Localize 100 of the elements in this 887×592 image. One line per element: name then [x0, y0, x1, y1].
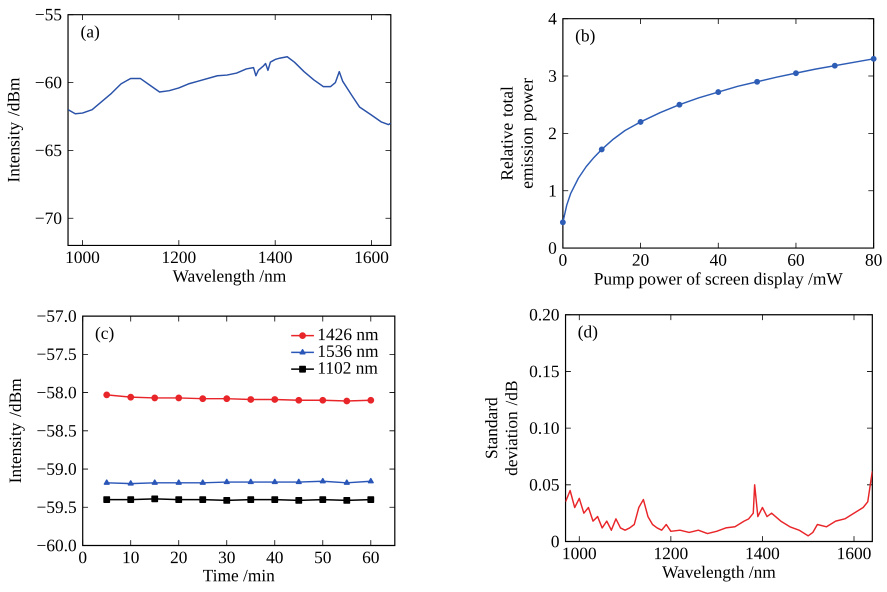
x-tick-label: 20 — [632, 254, 649, 266]
point — [367, 396, 374, 404]
point — [870, 56, 877, 62]
x-tick-label: 60 — [788, 254, 804, 266]
y-tick-label: −58.0 — [37, 386, 76, 398]
point — [248, 478, 254, 484]
y-tick-label: 0.10 — [530, 422, 559, 434]
x-tick-label: 40 — [710, 254, 726, 266]
y-tick-label: 1 — [550, 184, 556, 196]
point — [295, 496, 302, 504]
y-tick-label: −60 — [36, 76, 62, 88]
annotation: (c) — [96, 326, 114, 342]
x-tick-label: 1600 — [356, 251, 388, 264]
y-tick-label: −65 — [36, 144, 62, 156]
point — [343, 397, 350, 404]
point — [152, 479, 158, 485]
x-tick-label: 1600 — [838, 547, 871, 560]
annotation: (a) — [81, 25, 100, 41]
y-tick-label: 0.05 — [530, 478, 559, 491]
x-tick-label: 1200 — [655, 547, 688, 560]
legend-label: 1536 nm — [318, 345, 378, 357]
y-tick-label: 2 — [548, 128, 556, 140]
x-tick-label: 0 — [79, 551, 86, 564]
point — [754, 78, 760, 85]
x-tick-label: 1000 — [66, 251, 100, 264]
point — [368, 478, 374, 484]
x-axis-title: Pump power of screen display /mW — [594, 272, 843, 288]
legend-label: 1102 nm — [318, 362, 378, 374]
x-axis-title: Wavelength /nm — [172, 270, 286, 286]
y-tick-label: −57.5 — [37, 348, 76, 360]
x-tick-label: 1400 — [259, 251, 292, 264]
point — [598, 146, 605, 152]
point — [224, 478, 230, 484]
point — [271, 496, 278, 503]
point — [151, 394, 158, 402]
x-tick-label: 80 — [866, 254, 882, 266]
x-tick-label: 60 — [362, 551, 379, 564]
y-tick-label: −70 — [36, 212, 62, 224]
point — [103, 391, 110, 398]
point — [295, 396, 302, 404]
point — [560, 219, 566, 226]
point — [151, 495, 158, 502]
point — [367, 496, 374, 503]
point — [175, 496, 182, 503]
legend-label: 1426 nm — [318, 328, 378, 340]
point — [199, 496, 206, 503]
point — [638, 118, 644, 125]
y-tick-label: 0.20 — [530, 308, 559, 321]
x-tick-label: 1000 — [563, 547, 596, 560]
point — [272, 478, 278, 484]
point — [247, 396, 254, 403]
x-tick-label: 1400 — [746, 547, 780, 560]
y-tick-label: −57.0 — [37, 310, 76, 322]
point — [715, 89, 722, 95]
point — [223, 395, 230, 402]
x-tick-label: 1200 — [163, 251, 196, 264]
point — [223, 496, 230, 504]
point — [199, 395, 206, 402]
y-tick-label: −58.5 — [37, 424, 76, 437]
y-axis-title: Relative total emission power — [500, 78, 536, 188]
x-tick-label: 40 — [266, 551, 283, 564]
x-tick-label: 50 — [315, 551, 331, 564]
y-tick-label: −60.0 — [37, 540, 76, 552]
x-tick-label: 20 — [170, 551, 187, 564]
point — [793, 70, 799, 76]
y-tick-label: −59.0 — [37, 463, 76, 475]
x-tick-label: 30 — [218, 551, 235, 564]
x-axis-title: Time /min — [203, 570, 275, 582]
point — [175, 394, 182, 402]
point — [103, 496, 110, 503]
x-tick-label: 10 — [124, 551, 139, 564]
point — [200, 479, 206, 485]
point — [343, 496, 350, 504]
point — [104, 479, 110, 485]
point — [676, 102, 682, 108]
x-tick-label: 0 — [559, 254, 567, 266]
point — [319, 496, 326, 503]
annotation: (d) — [578, 325, 598, 341]
y-tick-label: 4 — [548, 12, 557, 24]
y-tick-label: 0 — [548, 242, 556, 254]
y-tick-label: 0.15 — [530, 365, 559, 378]
point — [320, 478, 326, 484]
point — [832, 62, 838, 69]
x-axis-title: Wavelength /nm — [662, 566, 776, 582]
y-tick-label: 0 — [552, 536, 559, 548]
y-tick-label: −55 — [36, 8, 62, 20]
point — [127, 394, 134, 400]
annotation: (b) — [576, 29, 595, 45]
y-axis-title: Intensity /dBm — [7, 78, 24, 182]
y-axis-title: Intensity /dBm — [8, 378, 25, 483]
y-axis-title: Standard deviation /dB — [485, 381, 518, 476]
y-tick-label: 3 — [549, 70, 556, 82]
point — [176, 479, 182, 485]
point — [344, 479, 350, 485]
point — [128, 480, 134, 486]
point — [296, 478, 302, 484]
point — [319, 396, 326, 404]
point — [127, 496, 134, 503]
point — [271, 396, 278, 403]
point — [247, 496, 254, 503]
